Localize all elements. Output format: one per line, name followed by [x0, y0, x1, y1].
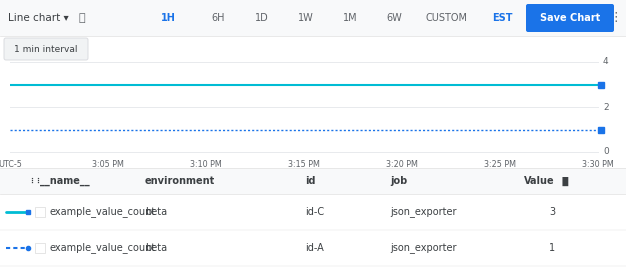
Text: 2: 2: [603, 102, 608, 112]
Text: 4: 4: [603, 58, 608, 66]
Text: job: job: [390, 176, 408, 186]
Bar: [35, 243, 45, 253]
Text: json_exporter: json_exporter: [390, 243, 456, 253]
Text: ▐▌: ▐▌: [559, 176, 573, 186]
Text: 1 min interval: 1 min interval: [14, 45, 78, 53]
Text: 1D: 1D: [255, 13, 269, 23]
Text: 1: 1: [549, 243, 555, 253]
Bar: [0, 230, 626, 266]
Text: ⋮: ⋮: [610, 12, 622, 24]
Text: 3:05 PM: 3:05 PM: [92, 160, 124, 169]
Text: 6W: 6W: [386, 13, 402, 23]
Text: __name__: __name__: [40, 176, 90, 186]
Text: 3:15 PM: 3:15 PM: [288, 160, 320, 169]
Text: id-A: id-A: [305, 243, 324, 253]
Text: 6H: 6H: [211, 13, 225, 23]
Text: UTC-5: UTC-5: [0, 160, 22, 169]
Text: 1W: 1W: [298, 13, 314, 23]
Text: Line chart ▾: Line chart ▾: [8, 13, 69, 23]
Text: example_value_count: example_value_count: [50, 207, 156, 217]
Text: 3:25 PM: 3:25 PM: [484, 160, 516, 169]
Text: 3:30 PM: 3:30 PM: [582, 160, 614, 169]
Text: 3:10 PM: 3:10 PM: [190, 160, 222, 169]
Text: 1M: 1M: [342, 13, 357, 23]
Bar: [35, 207, 45, 217]
Text: id-C: id-C: [305, 207, 324, 217]
FancyBboxPatch shape: [526, 4, 614, 32]
Text: json_exporter: json_exporter: [390, 207, 456, 217]
Text: ⋮⋮: ⋮⋮: [28, 178, 42, 184]
Text: CUSTOM: CUSTOM: [426, 13, 468, 23]
Text: environment: environment: [145, 176, 215, 186]
Text: 3: 3: [549, 207, 555, 217]
Text: Value: Value: [525, 176, 555, 186]
Text: EST: EST: [492, 13, 512, 23]
Bar: [0, 168, 626, 194]
Text: 0: 0: [603, 147, 608, 157]
Text: beta: beta: [145, 207, 167, 217]
Text: beta: beta: [145, 243, 167, 253]
Text: ⌕: ⌕: [79, 13, 85, 23]
Text: id: id: [305, 176, 316, 186]
Text: example_value_count: example_value_count: [50, 243, 156, 253]
Bar: [0, 0, 626, 36]
Text: 3:20 PM: 3:20 PM: [386, 160, 418, 169]
Text: 1H: 1H: [160, 13, 175, 23]
Text: Save Chart: Save Chart: [540, 13, 600, 23]
FancyBboxPatch shape: [4, 38, 88, 60]
Bar: [0, 194, 626, 230]
